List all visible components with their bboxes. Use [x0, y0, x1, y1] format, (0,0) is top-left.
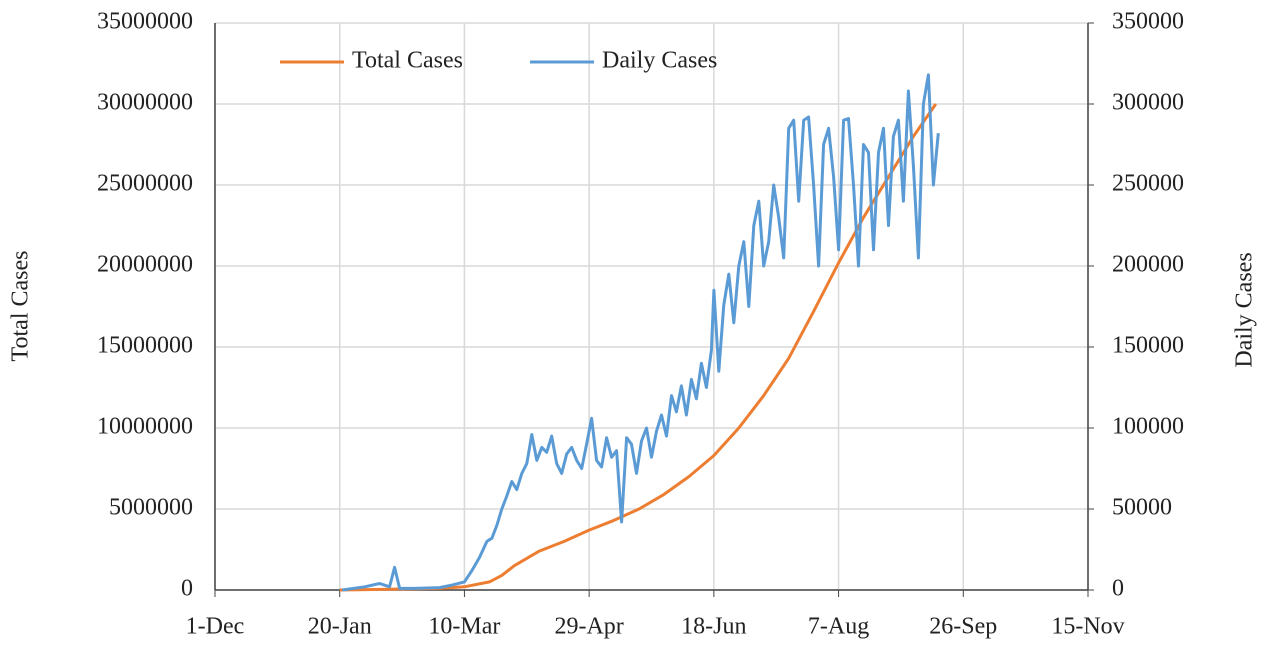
y2-tick-label: 150000: [1112, 333, 1184, 359]
y-tick-label: 35000000: [97, 9, 193, 35]
data-line: [341, 73, 940, 592]
x-tick-label: 1-Dec: [186, 614, 245, 640]
x-tick-label: 18-Jun: [681, 614, 746, 640]
y2-tick-label: 350000: [1112, 9, 1184, 35]
x-tick-label: 20-Jan: [308, 614, 372, 640]
y2-tick-label: 300000: [1112, 90, 1184, 116]
y2-tick-label: 100000: [1112, 414, 1184, 440]
y-axis-title: Total Cases: [8, 251, 34, 362]
y2-tick-label: 0: [1112, 576, 1124, 602]
y2-axis-title: Daily Cases: [1232, 252, 1258, 367]
y2-tick-label: 50000: [1112, 495, 1172, 521]
x-tick-label: 10-Mar: [428, 614, 500, 640]
y-tick-label: 15000000: [97, 333, 193, 359]
y-tick-label: 20000000: [97, 252, 193, 278]
y-tick-label: 30000000: [97, 90, 193, 116]
y-tick-label: 10000000: [97, 414, 193, 440]
y2-tick-label: 200000: [1112, 252, 1184, 278]
x-tick-label: 7-Aug: [808, 614, 869, 640]
data-line: [339, 103, 938, 592]
x-tick-label: 15-Nov: [1051, 614, 1124, 640]
y-tick-label: 25000000: [97, 171, 193, 197]
y-tick-label: 5000000: [109, 495, 193, 521]
x-tick-label: 26-Sep: [929, 614, 997, 640]
legend-label: Daily Cases: [602, 48, 717, 74]
y-tick-label: 0: [181, 576, 193, 602]
x-tick-label: 29-Apr: [554, 614, 623, 640]
y2-tick-label: 250000: [1112, 171, 1184, 197]
legend-label: Total Cases: [352, 48, 463, 74]
